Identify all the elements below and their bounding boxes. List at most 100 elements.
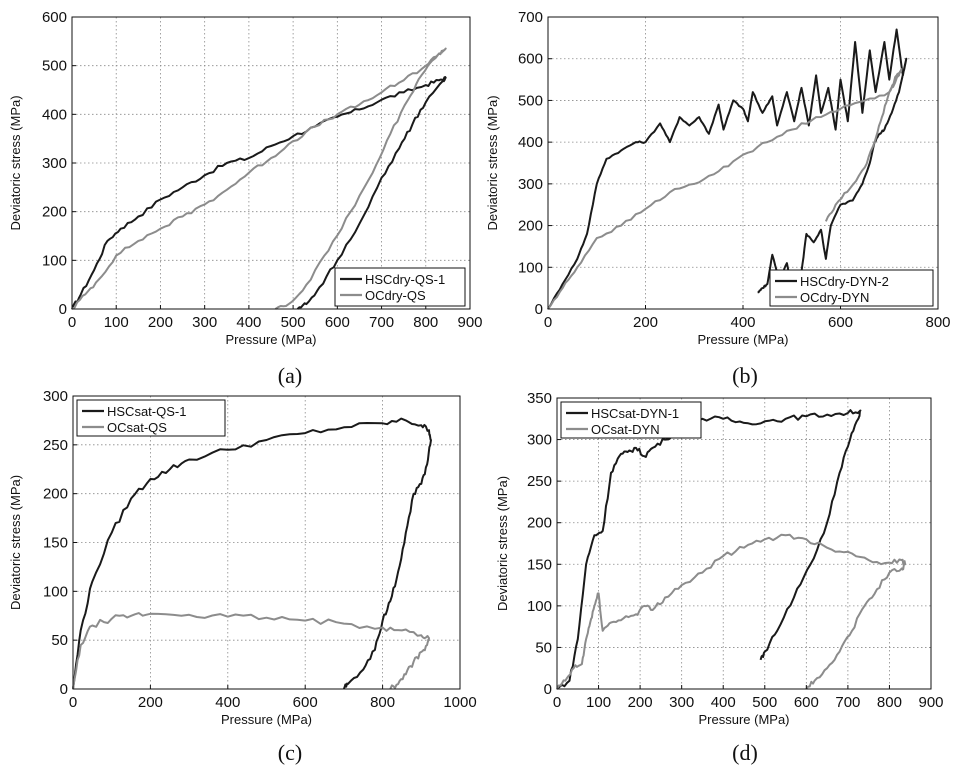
legend-entry: OCsat-DYN <box>591 422 660 437</box>
legend-entry: HSCsat-DYN-1 <box>591 406 679 421</box>
chart-panel-d: 0 100 200 300 400 500 600 700 800 900 0 50 100 150 200… <box>495 390 944 765</box>
legend-entry: HSCsat-QS-1 <box>107 404 186 419</box>
x-tick-label: 400 <box>236 314 261 331</box>
x-tick-label: 100 <box>586 694 611 711</box>
legend-box <box>76 399 226 437</box>
y-axis-label: Deviatoric stress (MPa) <box>8 95 23 230</box>
y-tick-label: 500 <box>42 58 67 75</box>
series-line-HSCdry-DYN-2 <box>547 28 908 310</box>
series-line-HSCsat-QS-1 <box>72 417 432 690</box>
y-tick-label: 0 <box>544 681 552 698</box>
x-tick-label: 600 <box>293 694 318 711</box>
y-tick-label: 50 <box>535 639 552 656</box>
legend-entry: HSCdry-DYN-2 <box>800 274 889 289</box>
y-tick-label: 100 <box>527 598 552 615</box>
y-axis-label: Deviatoric stress (MPa) <box>495 476 510 611</box>
chart-panel-a: 0 100 200 300 400 500 600 700 800 900 0 100 200 300 40… <box>8 9 483 388</box>
y-tick-label: 150 <box>527 556 552 573</box>
x-tick-label: 0 <box>69 694 77 711</box>
series-line-OCsat-DYN <box>556 533 907 690</box>
y-tick-label: 200 <box>42 204 67 221</box>
x-tick-label: 400 <box>711 694 736 711</box>
x-tick-label: 0 <box>553 694 561 711</box>
series-line-OCdry-DYN <box>547 68 903 310</box>
x-tick-label: 800 <box>413 314 438 331</box>
panel-caption: (d) <box>732 740 758 765</box>
y-tick-label: 500 <box>518 92 543 109</box>
x-tick-label: 200 <box>148 314 173 331</box>
x-tick-label: 500 <box>281 314 306 331</box>
x-tick-label: 0 <box>68 314 76 331</box>
y-tick-label: 350 <box>527 390 552 407</box>
y-tick-label: 200 <box>518 218 543 235</box>
legend-box <box>769 269 934 307</box>
x-tick-label: 200 <box>628 694 653 711</box>
y-tick-label: 200 <box>527 515 552 532</box>
x-axis-label: Pressure (MPa) <box>225 332 316 347</box>
y-tick-label: 150 <box>43 535 68 552</box>
legend-entry: HSCdry-QS-1 <box>365 272 445 287</box>
chart-panel-b: 0 200 400 600 800 0 100 200 300 400 500 600 700 Press… <box>485 9 951 388</box>
y-tick-label: 50 <box>51 632 68 649</box>
x-tick-label: 300 <box>192 314 217 331</box>
series-line-OCdry-QS <box>71 47 447 310</box>
plot-frame <box>71 16 471 310</box>
y-tick-label: 400 <box>42 106 67 123</box>
x-tick-label: 400 <box>215 694 240 711</box>
y-tick-label: 200 <box>43 486 68 503</box>
y-tick-label: 250 <box>43 437 68 454</box>
x-tick-label: 600 <box>794 694 819 711</box>
x-tick-label: 700 <box>835 694 860 711</box>
y-tick-label: 300 <box>42 155 67 172</box>
x-tick-label: 700 <box>369 314 394 331</box>
x-tick-label: 500 <box>752 694 777 711</box>
x-axis-label: Pressure (MPa) <box>221 712 312 727</box>
series-line-HSCdry-QS-1 <box>71 76 447 310</box>
y-axis-label: Deviatoric stress (MPa) <box>8 475 23 610</box>
y-tick-label: 600 <box>518 51 543 68</box>
y-tick-label: 100 <box>42 252 67 269</box>
y-tick-label: 600 <box>42 9 67 26</box>
y-tick-label: 0 <box>535 301 543 318</box>
legend-entry: OCdry-QS <box>365 288 426 303</box>
y-tick-label: 300 <box>518 176 543 193</box>
x-tick-label: 400 <box>730 314 755 331</box>
legend-entry: OCdry-DYN <box>800 290 869 305</box>
y-tick-label: 0 <box>60 681 68 698</box>
panel-caption: (a) <box>278 363 302 388</box>
x-tick-label: 900 <box>918 694 943 711</box>
x-axis-label: Pressure (MPa) <box>697 332 788 347</box>
x-tick-label: 300 <box>669 694 694 711</box>
y-tick-label: 700 <box>518 9 543 26</box>
y-tick-label: 0 <box>59 301 67 318</box>
x-tick-label: 200 <box>138 694 163 711</box>
x-tick-label: 600 <box>325 314 350 331</box>
series-line-OCsat-QS <box>72 612 430 690</box>
panel-caption: (b) <box>732 363 758 388</box>
legend-entry: OCsat-QS <box>107 420 167 435</box>
y-tick-label: 250 <box>527 473 552 490</box>
chart-panel-c: 0 200 400 600 800 1000 0 50 100 150 200 250 300 Press… <box>8 388 477 765</box>
x-tick-label: 900 <box>457 314 482 331</box>
y-tick-label: 100 <box>43 583 68 600</box>
panel-caption: (c) <box>278 740 302 765</box>
x-tick-label: 0 <box>544 314 552 331</box>
legend-box <box>560 401 702 439</box>
y-tick-label: 400 <box>518 134 543 151</box>
plot-frame <box>556 397 932 690</box>
legend-box <box>334 267 466 307</box>
x-tick-label: 800 <box>370 694 395 711</box>
x-tick-label: 800 <box>877 694 902 711</box>
y-tick-label: 300 <box>43 388 68 405</box>
series-line-HSCsat-DYN-1 <box>556 409 862 690</box>
x-tick-label: 800 <box>925 314 950 331</box>
x-tick-label: 200 <box>633 314 658 331</box>
y-tick-label: 100 <box>518 259 543 276</box>
x-tick-label: 100 <box>104 314 129 331</box>
y-tick-label: 300 <box>527 432 552 449</box>
x-axis-label: Pressure (MPa) <box>698 712 789 727</box>
y-axis-label: Deviatoric stress (MPa) <box>485 95 500 230</box>
x-tick-label: 600 <box>828 314 853 331</box>
x-tick-label: 1000 <box>443 694 476 711</box>
